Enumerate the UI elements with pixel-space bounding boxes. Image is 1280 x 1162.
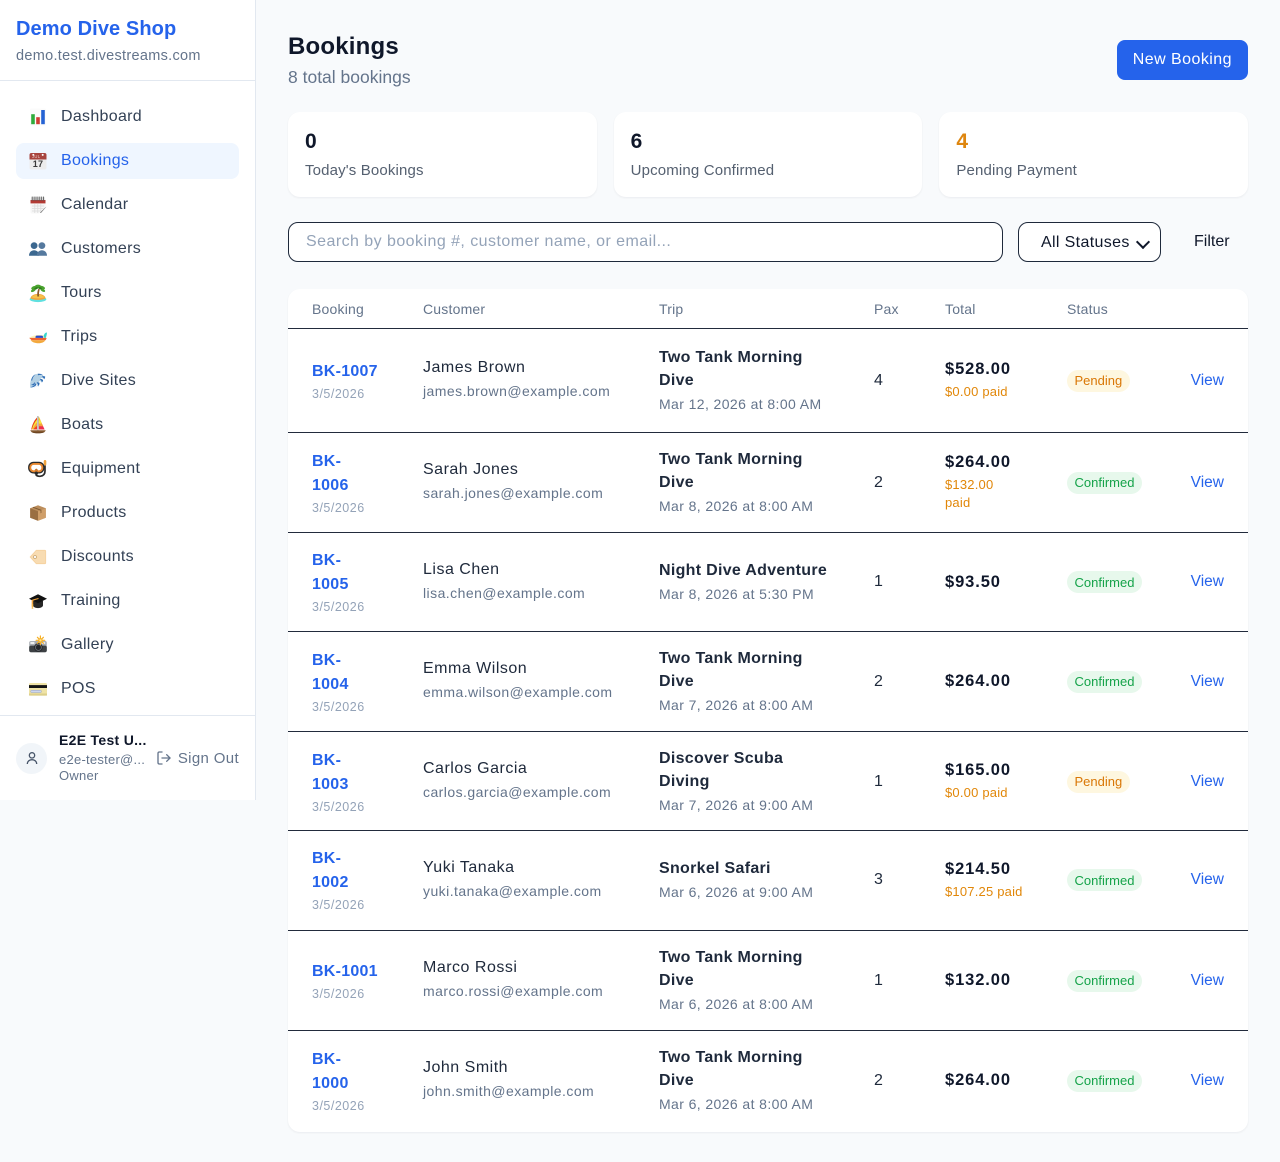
svg-text:17: 17 [33,159,44,169]
svg-text:JUL: JUL [32,154,41,159]
